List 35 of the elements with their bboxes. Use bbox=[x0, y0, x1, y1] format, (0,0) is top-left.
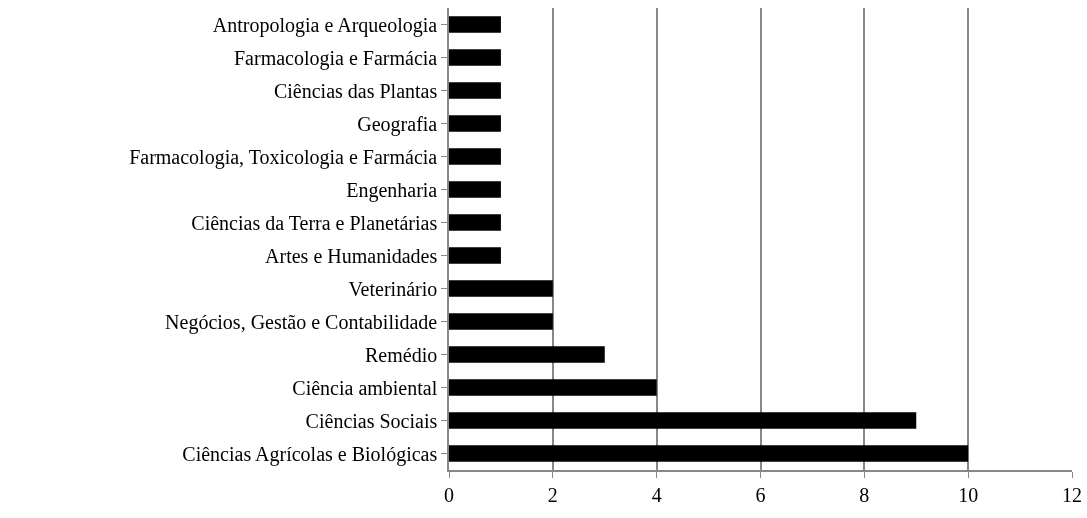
bar bbox=[449, 280, 553, 297]
bar bbox=[449, 49, 501, 66]
x-tick-label: 6 bbox=[755, 483, 766, 506]
x-tick-label: 12 bbox=[1062, 483, 1082, 506]
y-tick-label: Farmacologia, Toxicologia e Farmácia bbox=[129, 145, 438, 169]
x-tick-label: 10 bbox=[958, 483, 979, 506]
bar bbox=[449, 346, 605, 363]
y-tick-label: Farmacologia e Farmácia bbox=[234, 46, 438, 70]
y-tick-label: Ciências Agrícolas e Biológicas bbox=[182, 442, 438, 466]
y-tick-label: Engenharia bbox=[346, 178, 438, 202]
bar bbox=[449, 412, 917, 429]
x-tick-label: 0 bbox=[444, 483, 454, 506]
bar bbox=[449, 115, 501, 132]
x-tick-label: 4 bbox=[651, 483, 662, 506]
x-tick-label: 2 bbox=[547, 483, 558, 506]
y-tick-label: Negócios, Gestão e Contabilidade bbox=[165, 310, 438, 334]
y-tick-label: Ciência ambiental bbox=[292, 376, 438, 399]
bar bbox=[449, 82, 501, 99]
bar bbox=[449, 214, 501, 231]
y-tick-label: Antropologia e Arqueologia bbox=[212, 13, 438, 37]
y-tick-label: Remédio bbox=[365, 343, 438, 366]
x-tick-label: 8 bbox=[859, 483, 870, 506]
y-tick-label: Geografia bbox=[357, 112, 438, 136]
bar bbox=[449, 16, 501, 33]
y-tick-label: Ciências Sociais bbox=[305, 409, 438, 432]
bar bbox=[449, 379, 657, 396]
bar bbox=[449, 148, 501, 165]
y-tick-label: Veterinário bbox=[348, 277, 438, 300]
y-tick-label: Ciências das Plantas bbox=[273, 79, 438, 102]
bar bbox=[449, 445, 969, 462]
bar bbox=[449, 247, 501, 264]
bar bbox=[449, 313, 553, 330]
bar bbox=[449, 181, 501, 198]
y-tick-label: Ciências da Terra e Planetárias bbox=[191, 211, 438, 234]
y-tick-label: Artes e Humanidades bbox=[265, 244, 438, 267]
